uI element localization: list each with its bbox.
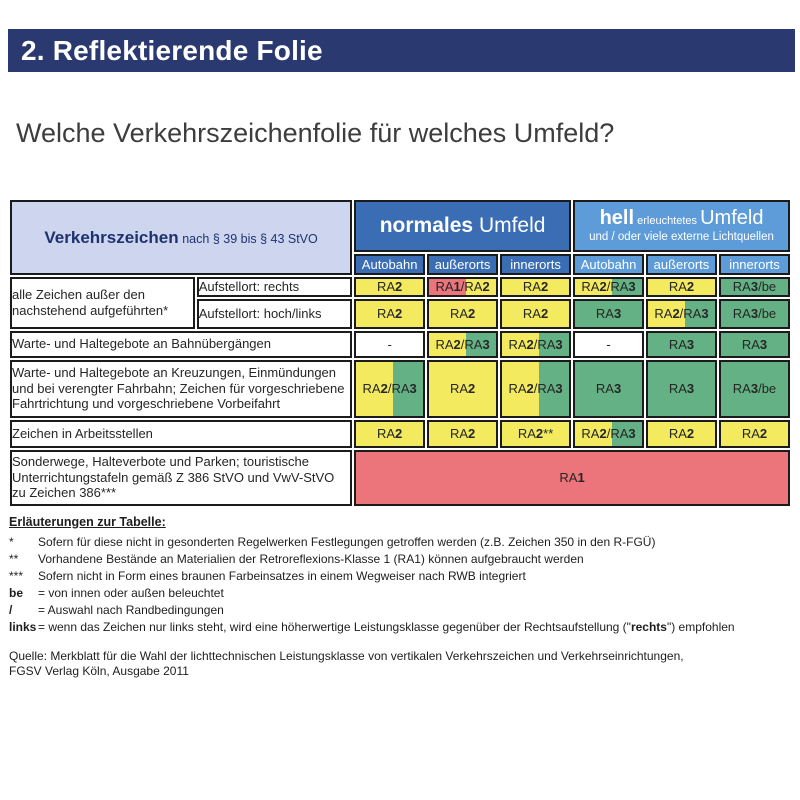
footnote-marker: / (9, 602, 13, 617)
header-normales-bold: normales (379, 214, 474, 237)
cell-arbeit-n-innerorts: RA2** (500, 419, 572, 448)
header-row-sub: Autobahn außerorts innerorts Autobahn au… (10, 254, 790, 275)
table-row-kreuzungen: Warte- und Haltegebote an Kreuzungen, Ei… (10, 359, 790, 418)
table-row-rechts: alle Zeichen außer den nachstehend aufge… (10, 277, 790, 329)
footnote-be: be = von innen oder außen beleuchtet (9, 585, 794, 602)
footnote-star: * Sofern für diese nicht in gesonderten … (9, 534, 794, 551)
cell-bahn-n-autobahn: - (354, 330, 426, 358)
cell-rechts-h-autobahn: RA2/RA3 (573, 277, 644, 297)
cell-bahn-h-autobahn: - (573, 330, 644, 358)
row-sublabel-rechts: Aufstellort: rechts (196, 277, 353, 297)
row-label-kreuzungen: Warte- und Haltegebote an Kreuzungen, Ei… (10, 359, 353, 418)
cell-rechts-h-ausserorts: RA2 (646, 277, 717, 297)
footnotes: Erläuterungen zur Tabelle: * Sofern für … (8, 515, 794, 679)
cell-rechts-n-innerorts: RA2 (500, 277, 572, 297)
cell-bahn-n-ausserorts: RA2/RA3 (427, 330, 499, 358)
col-normal-ausserorts: außerorts (427, 254, 499, 275)
header-hell-umfeld: hell erleuchtetes Umfeld und / oder viel… (573, 200, 790, 252)
cell-rechts-n-ausserorts: RA1/RA2 (427, 277, 499, 297)
cell-arbeit-n-autobahn: RA2 (354, 419, 426, 448)
footnote-slash: / = Auswahl nach Randbedingungen (9, 602, 794, 619)
cell-kreuz-n-innerorts: RA2/RA3 (500, 359, 572, 418)
row-label-arbeitsstellen: Zeichen in Arbeitsstellen (10, 419, 353, 448)
footnote-marker: be (9, 585, 24, 600)
cell-hochlinks-n-innerorts: RA2 (500, 298, 572, 329)
header-hell-bold: hell (599, 207, 635, 230)
footnote-marker: ** (9, 551, 19, 566)
cell-kreuz-h-innerorts: RA3/be (718, 359, 790, 418)
cell-hochlinks-h-innerorts: RA3/be (718, 298, 790, 329)
cell-arbeit-h-innerorts: RA2 (718, 419, 790, 448)
header-verkehrszeichen-sub: nach § 39 bis § 43 StVO (182, 231, 318, 246)
cell-hochlinks-h-ausserorts: RA2/RA3 (646, 298, 717, 329)
cell-hochlinks-n-ausserorts: RA2 (427, 298, 499, 329)
cell-bahn-n-innerorts: RA2/RA3 (500, 330, 572, 358)
cell-hochlinks-n-autobahn: RA2 (354, 298, 426, 329)
row-label-sonderwege: Sonderwege, Halteverbote und Parken; tou… (10, 449, 353, 506)
footnote-text: Sofern für diese nicht in gesonderten Re… (38, 534, 656, 549)
cell-bahn-h-innerorts: RA3 (718, 330, 790, 358)
header-normales-umfeld: normales Umfeld (354, 200, 572, 252)
col-normal-autobahn: Autobahn (354, 254, 426, 275)
cell-arbeit-n-ausserorts: RA2 (427, 419, 499, 448)
col-hell-autobahn: Autobahn (573, 254, 644, 275)
page-title: 2. Reflektierende Folie (21, 35, 323, 66)
footnote-marker: *** (9, 568, 24, 583)
footnote-links: links = wenn das Zeichen nur links steht… (9, 619, 794, 636)
page-subtitle: Welche Verkehrszeichenfolie für welches … (16, 118, 615, 148)
col-normal-innerorts: innerorts (500, 254, 572, 275)
col-hell-innerorts: innerorts (718, 254, 790, 275)
cell-rechts-n-autobahn: RA2 (354, 277, 426, 297)
header-row-main: Verkehrszeichen nach § 39 bis § 43 StVO … (10, 200, 790, 275)
source-line1: Quelle: Merkblatt für die Wahl der licht… (9, 648, 684, 663)
foil-matrix-table: Verkehrszeichen nach § 39 bis § 43 StVO … (8, 198, 792, 508)
header-normales-rest: Umfeld (473, 214, 546, 237)
footnote-2star: ** Vorhandene Bestände an Materialien de… (9, 551, 794, 568)
page-title-bar: 2. Reflektierende Folie (8, 29, 795, 72)
header-hell-line2: und / oder viele externe Lichtquellen (589, 231, 774, 244)
cell-arbeit-h-ausserorts: RA2 (646, 419, 717, 448)
row-label-bahnuebergaenge: Warte- und Haltegebote an Bahnübergängen (10, 330, 353, 358)
cell-sonderwege-ra1: RA1 (354, 449, 790, 506)
source-line2: FGSV Verlag Köln, Ausgabe 2011 (9, 663, 189, 678)
header-verkehrszeichen: Verkehrszeichen nach § 39 bis § 43 StVO (10, 200, 353, 275)
cell-bahn-h-ausserorts: RA3 (646, 330, 717, 358)
footnote-marker: links (9, 619, 37, 634)
footnote-text: = wenn das Zeichen nur links steht, wird… (38, 619, 735, 634)
table-row-hochlinks: Aufstellort: hoch/links RA2 RA2 RA2 RA3 … (10, 298, 790, 329)
footnote-text: Vorhandene Bestände an Materialien der R… (38, 551, 584, 566)
header-hell-rest: Umfeld (700, 207, 764, 230)
source-reference: Quelle: Merkblatt für die Wahl der licht… (9, 649, 794, 679)
footnote-text: Sofern nicht in Form eines braunen Farbe… (38, 568, 526, 583)
main-content: Verkehrszeichen nach § 39 bis § 43 StVO … (8, 198, 794, 679)
footnote-marker: * (9, 534, 14, 549)
footnote-bold-word: rechts (630, 619, 667, 634)
footnote-text: = von innen oder außen beleuchtet (38, 585, 224, 600)
footnote-text: = Auswahl nach Randbedingungen (38, 602, 224, 617)
cell-hochlinks-h-autobahn: RA3 (573, 298, 644, 329)
table-row-bahnuebergaenge: Warte- und Haltegebote an Bahnübergängen… (10, 330, 790, 358)
cell-rechts-h-innerorts: RA3/be (718, 277, 790, 297)
cell-kreuz-h-ausserorts: RA3 (646, 359, 717, 418)
cell-arbeit-h-autobahn: RA2/RA3 (573, 419, 644, 448)
cell-kreuz-h-autobahn: RA3 (573, 359, 644, 418)
col-hell-ausserorts: außerorts (646, 254, 717, 275)
cell-kreuz-n-ausserorts: RA2 (427, 359, 499, 418)
table-row-arbeitsstellen: Zeichen in Arbeitsstellen RA2 RA2 RA2** … (10, 419, 790, 448)
row-sublabel-hochlinks: Aufstellort: hoch/links (196, 298, 353, 329)
footnote-3star: *** Sofern nicht in Form eines braunen F… (9, 568, 794, 585)
header-verkehrszeichen-title: Verkehrszeichen (44, 227, 179, 247)
footnotes-title: Erläuterungen zur Tabelle: (9, 514, 166, 529)
row-label-alle-zeichen: alle Zeichen außer den nachstehend aufge… (10, 277, 195, 329)
header-hell-small: erleuchtetes (634, 215, 701, 228)
cell-kreuz-n-autobahn: RA2/RA3 (354, 359, 426, 418)
table-row-sonderwege: Sonderwege, Halteverbote und Parken; tou… (10, 449, 790, 506)
